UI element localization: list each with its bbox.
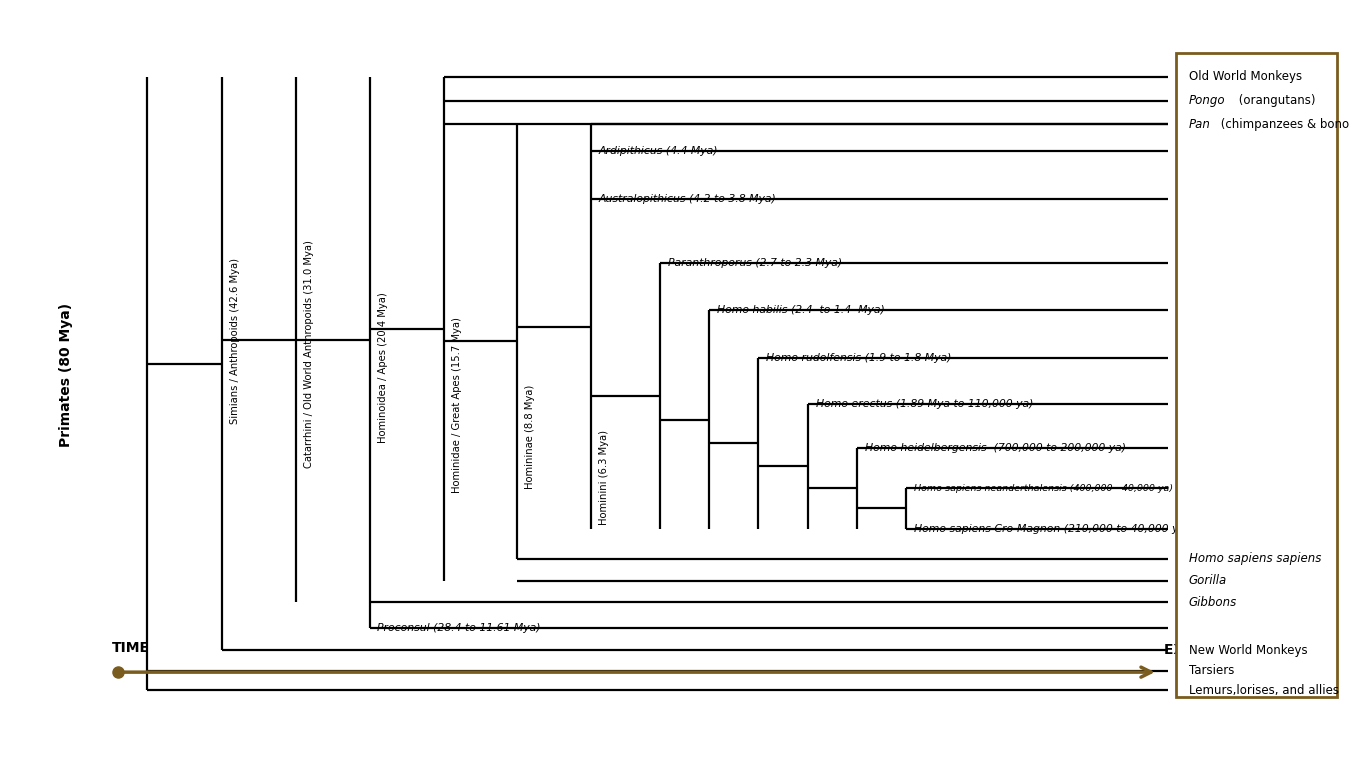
Text: Lemurs,lorises, and allies: Lemurs,lorises, and allies bbox=[1189, 684, 1339, 697]
Text: Ardipithicus (4.4 Mya): Ardipithicus (4.4 Mya) bbox=[599, 147, 718, 157]
Text: Proconsul (28.4 to 11.61 Mya): Proconsul (28.4 to 11.61 Mya) bbox=[378, 623, 541, 633]
Text: Pan: Pan bbox=[1189, 118, 1211, 131]
Text: Old World Monkeys: Old World Monkeys bbox=[1189, 71, 1301, 84]
Text: Homo sapiens sapiens: Homo sapiens sapiens bbox=[1189, 552, 1322, 565]
Text: Homo erectus (1.89 Mya to 110,000 ya): Homo erectus (1.89 Mya to 110,000 ya) bbox=[815, 398, 1033, 409]
Text: Homo rudolfensis (1.9 to 1.8 Mya): Homo rudolfensis (1.9 to 1.8 Mya) bbox=[767, 353, 952, 363]
Text: Gorilla: Gorilla bbox=[1189, 575, 1227, 587]
Text: (chimpanzees & bonobos): (chimpanzees & bonobos) bbox=[1218, 118, 1350, 131]
Text: Primates (80 Mya): Primates (80 Mya) bbox=[59, 302, 73, 447]
Text: Homo heidelbergensis  (700,000 to 200,000 ya): Homo heidelbergensis (700,000 to 200,000… bbox=[865, 442, 1126, 452]
Text: Homininae (8.8 Mya): Homininae (8.8 Mya) bbox=[525, 385, 536, 489]
Text: Homo habilis (2.4  to 1.4  Mya): Homo habilis (2.4 to 1.4 Mya) bbox=[717, 306, 884, 315]
Text: New World Monkeys: New World Monkeys bbox=[1189, 644, 1307, 657]
Text: Homo sapiens neanderthalensis (400,000 - 40,000 ya): Homo sapiens neanderthalensis (400,000 -… bbox=[914, 483, 1173, 492]
Text: Hominidae / Great Apes (15.7 Mya): Hominidae / Great Apes (15.7 Mya) bbox=[451, 317, 462, 493]
Text: Gibbons: Gibbons bbox=[1189, 596, 1237, 609]
Text: Catarrhini / Old World Anthropoids (31.0 Mya): Catarrhini / Old World Anthropoids (31.0… bbox=[304, 240, 313, 468]
Text: (orangutans): (orangutans) bbox=[1235, 94, 1316, 107]
Text: Pongo: Pongo bbox=[1189, 94, 1226, 107]
Text: Homo sapiens Cro-Magnon (210,000 to 40,000 ya): Homo sapiens Cro-Magnon (210,000 to 40,0… bbox=[914, 524, 1189, 534]
Text: Paranthroporus (2.7 to 2.3 Mya): Paranthroporus (2.7 to 2.3 Mya) bbox=[668, 258, 842, 268]
Text: Hominoidea / Apes (20.4 Mya): Hominoidea / Apes (20.4 Mya) bbox=[378, 293, 387, 443]
Text: Simians / Anthropoids (42.6 Mya): Simians / Anthropoids (42.6 Mya) bbox=[230, 258, 240, 424]
Text: Hominini (6.3 Mya): Hominini (6.3 Mya) bbox=[599, 430, 609, 525]
Text: TIME: TIME bbox=[112, 641, 150, 655]
Text: Australopithicus (4.2 to 3.8 Mya): Australopithicus (4.2 to 3.8 Mya) bbox=[599, 194, 776, 204]
Text: Tarsiers: Tarsiers bbox=[1189, 664, 1234, 677]
FancyBboxPatch shape bbox=[1176, 53, 1336, 697]
Text: EXTANT SPECIES: EXTANT SPECIES bbox=[1164, 643, 1295, 657]
